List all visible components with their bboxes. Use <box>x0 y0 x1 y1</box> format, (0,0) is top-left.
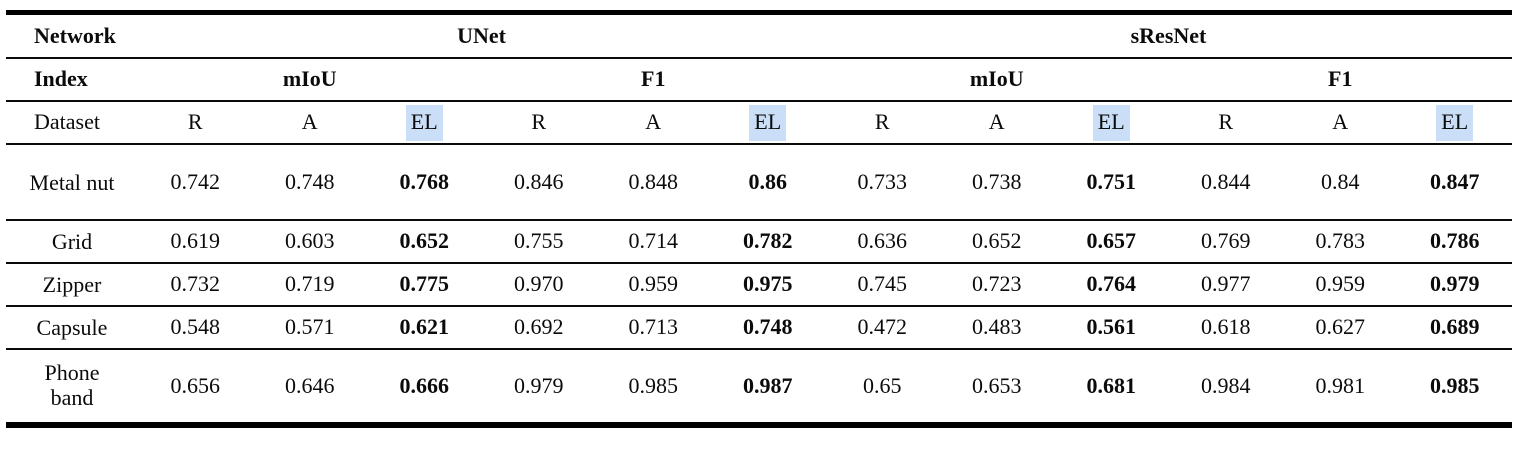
value-cell-el: 0.561 <box>1054 305 1169 350</box>
value-cell: 0.733 <box>825 143 940 221</box>
value-cell: 0.738 <box>939 143 1054 221</box>
value-cell: 0.84 <box>1283 143 1398 221</box>
value-cell-el: 0.775 <box>367 262 482 307</box>
header-metric-f1: F1 <box>481 57 825 102</box>
value-cell: 0.713 <box>596 305 711 350</box>
value-cell: 0.977 <box>1168 262 1283 307</box>
table-row-metal-nut: Metal nut 0.742 0.748 0.768 0.846 0.848 … <box>6 143 1512 221</box>
value-cell: 0.65 <box>863 372 902 398</box>
table-row-phone-band: Phone band 0.656 0.646 0.666 0.979 0.985… <box>6 349 1512 425</box>
table-row-grid: Grid 0.619 0.603 0.652 0.755 0.714 0.782… <box>6 219 1512 264</box>
subcol-header-r: R <box>481 100 596 145</box>
value-cell: 0.627 <box>1283 305 1398 350</box>
subcol-header-r: R <box>1168 100 1283 145</box>
header-row-subcols: Dataset R A EL R A EL R A EL R A EL <box>6 100 1512 145</box>
header-group-sresnet: sResNet <box>825 12 1512 59</box>
value-cell: 0.472 <box>825 305 940 350</box>
header-network-label: Network <box>6 12 138 59</box>
value-cell: 0.652 <box>939 219 1054 264</box>
header-row-network: Network UNet sResNet <box>6 12 1512 59</box>
value-cell: 0.742 <box>138 143 253 221</box>
results-table: Network UNet sResNet Index mIoU F1 mIoU … <box>6 10 1512 428</box>
value-cell: 0.970 <box>481 262 596 307</box>
value-cell: 0.846 <box>481 143 596 221</box>
value-cell: 0.959 <box>596 262 711 307</box>
value-cell: 0.653 <box>972 372 1022 398</box>
subcol-header-a: A <box>939 100 1054 145</box>
header-group-unet: UNet <box>138 12 825 59</box>
value-cell-el: 0.666 <box>399 372 450 398</box>
dataset-name: Metal nut <box>6 143 138 221</box>
subcol-header-r: R <box>825 100 940 145</box>
value-cell: 0.714 <box>596 219 711 264</box>
value-cell-el: 0.768 <box>367 143 482 221</box>
subcol-header-el: EL <box>1054 100 1169 145</box>
value-cell: 0.985 <box>628 372 679 398</box>
value-cell-el: 0.985 <box>1430 372 1480 398</box>
subcol-header-el: EL <box>710 100 825 145</box>
value-cell-el: 0.764 <box>1054 262 1169 307</box>
value-cell: 0.618 <box>1168 305 1283 350</box>
dataset-name: Zipper <box>6 262 138 307</box>
value-cell-el: 0.681 <box>1086 372 1137 398</box>
value-cell-el: 0.657 <box>1054 219 1169 264</box>
value-cell: 0.548 <box>138 305 253 350</box>
value-cell: 0.844 <box>1168 143 1283 221</box>
subcol-header-el: EL <box>367 100 482 145</box>
el-highlight: EL <box>749 105 787 141</box>
header-metric-f1: F1 <box>1168 57 1512 102</box>
value-cell: 0.981 <box>1315 372 1366 398</box>
el-highlight: EL <box>405 105 443 141</box>
value-cell: 0.646 <box>285 372 335 398</box>
value-cell: 0.732 <box>138 262 253 307</box>
value-cell: 0.755 <box>481 219 596 264</box>
value-cell: 0.719 <box>252 262 367 307</box>
value-cell-el: 0.751 <box>1054 143 1169 221</box>
value-cell: 0.603 <box>252 219 367 264</box>
header-index-label: Index <box>6 57 138 102</box>
value-cell-el: 0.847 <box>1397 143 1512 221</box>
value-cell-el: 0.782 <box>710 219 825 264</box>
value-cell-el: 0.86 <box>710 143 825 221</box>
value-cell-el: 0.786 <box>1397 219 1512 264</box>
dataset-name: Phone band <box>44 359 100 410</box>
value-cell-el: 0.975 <box>710 262 825 307</box>
dataset-name: Grid <box>6 219 138 264</box>
value-cell: 0.783 <box>1283 219 1398 264</box>
value-cell: 0.636 <box>825 219 940 264</box>
value-cell-el: 0.652 <box>367 219 482 264</box>
value-cell: 0.748 <box>252 143 367 221</box>
value-cell: 0.979 <box>514 372 564 398</box>
value-cell: 0.959 <box>1283 262 1398 307</box>
value-cell-el: 0.748 <box>710 305 825 350</box>
value-cell: 0.656 <box>170 372 221 398</box>
value-cell-el: 0.689 <box>1397 305 1512 350</box>
value-cell: 0.769 <box>1168 219 1283 264</box>
header-metric-miou: mIoU <box>825 57 1169 102</box>
el-highlight: EL <box>1092 105 1130 141</box>
value-cell: 0.848 <box>596 143 711 221</box>
value-cell-el: 0.979 <box>1397 262 1512 307</box>
table-row-capsule: Capsule 0.548 0.571 0.621 0.692 0.713 0.… <box>6 305 1512 350</box>
subcol-header-a: A <box>252 100 367 145</box>
table-row-zipper: Zipper 0.732 0.719 0.775 0.970 0.959 0.9… <box>6 262 1512 307</box>
value-cell-el: 0.987 <box>743 372 793 398</box>
value-cell-el: 0.621 <box>367 305 482 350</box>
subcol-header-el: EL <box>1397 100 1512 145</box>
header-metric-miou: mIoU <box>138 57 482 102</box>
header-row-index: Index mIoU F1 mIoU F1 <box>6 57 1512 102</box>
el-highlight: EL <box>1436 105 1474 141</box>
dataset-name: Capsule <box>6 305 138 350</box>
subcol-header-a: A <box>1283 100 1398 145</box>
subcol-header-a: A <box>596 100 711 145</box>
value-cell: 0.571 <box>252 305 367 350</box>
value-cell: 0.984 <box>1201 372 1251 398</box>
value-cell: 0.745 <box>825 262 940 307</box>
value-cell: 0.483 <box>939 305 1054 350</box>
header-dataset-label: Dataset <box>6 100 138 145</box>
subcol-header-r: R <box>138 100 253 145</box>
value-cell: 0.619 <box>138 219 253 264</box>
value-cell: 0.723 <box>939 262 1054 307</box>
value-cell: 0.692 <box>481 305 596 350</box>
